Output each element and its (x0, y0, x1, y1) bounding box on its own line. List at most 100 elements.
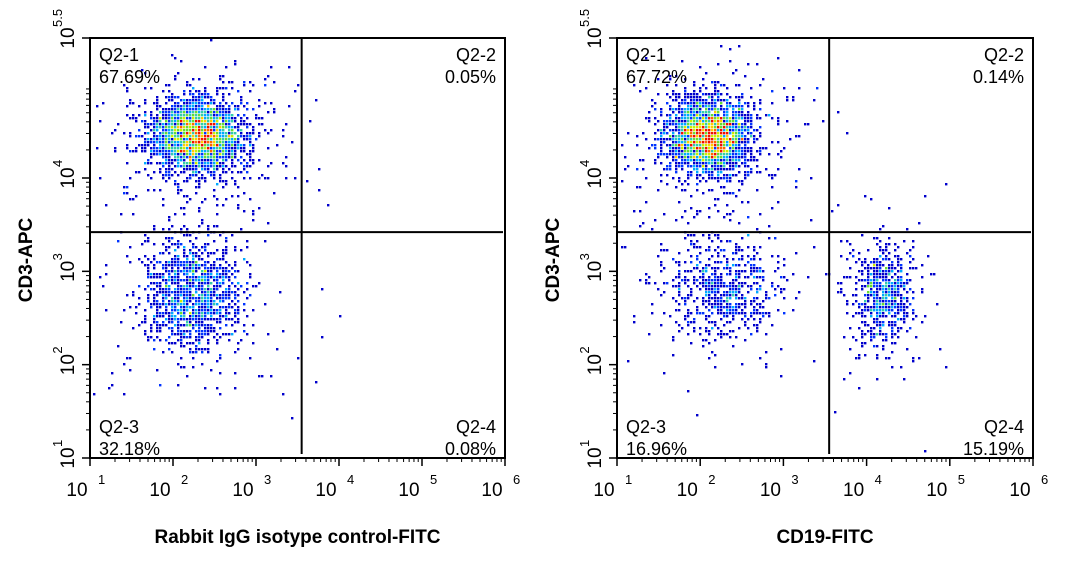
data-point (702, 138, 705, 141)
data-point (231, 138, 234, 141)
data-point (705, 120, 708, 123)
data-point (186, 99, 189, 102)
data-point (189, 105, 192, 108)
data-point (714, 267, 717, 270)
data-point (201, 264, 204, 267)
data-point (237, 318, 240, 321)
data-point (180, 300, 183, 303)
data-point (132, 102, 135, 105)
data-point (159, 315, 162, 318)
data-point (708, 117, 711, 120)
x-tick-label: 10 (481, 480, 502, 501)
data-point (189, 123, 192, 126)
data-point (666, 120, 669, 123)
data-point (222, 279, 225, 282)
data-point (213, 330, 216, 333)
data-point (192, 306, 195, 309)
data-point (210, 156, 213, 159)
data-point (792, 309, 795, 312)
data-point (162, 153, 165, 156)
data-point (198, 171, 201, 174)
data-point (645, 273, 648, 276)
data-point (738, 102, 741, 105)
data-point (711, 96, 714, 99)
data-point (168, 84, 171, 87)
data-point (735, 96, 738, 99)
data-point (201, 111, 204, 114)
y-tick-label: 10 (585, 167, 606, 188)
data-point (210, 171, 213, 174)
data-point (207, 156, 210, 159)
data-point (918, 357, 921, 360)
data-point (183, 147, 186, 150)
data-point (201, 105, 204, 108)
data-point (192, 366, 195, 369)
data-point (786, 120, 789, 123)
data-point (867, 294, 870, 297)
data-point (258, 177, 261, 180)
data-point (705, 180, 708, 183)
data-point (702, 168, 705, 171)
data-point (231, 87, 234, 90)
data-point (708, 234, 711, 237)
data-point (165, 249, 168, 252)
data-point (174, 273, 177, 276)
data-point (753, 129, 756, 132)
data-point (693, 267, 696, 270)
data-point (201, 294, 204, 297)
data-point (228, 147, 231, 150)
data-point (234, 264, 237, 267)
data-point (663, 213, 666, 216)
data-point (660, 150, 663, 153)
data-point (639, 225, 642, 228)
data-point (702, 144, 705, 147)
data-point (219, 165, 222, 168)
data-point (693, 114, 696, 117)
data-point (777, 201, 780, 204)
data-point (690, 96, 693, 99)
data-point (753, 156, 756, 159)
data-point (852, 294, 855, 297)
data-points (93, 39, 342, 420)
data-point (252, 147, 255, 150)
x-tick-exponent: 4 (347, 472, 354, 487)
data-point (219, 135, 222, 138)
data-point (243, 144, 246, 147)
data-point (765, 312, 768, 315)
data-point (693, 120, 696, 123)
data-point (876, 333, 879, 336)
data-point (876, 357, 879, 360)
data-point (894, 288, 897, 291)
data-point (717, 138, 720, 141)
data-point (177, 288, 180, 291)
data-point (744, 129, 747, 132)
data-point (201, 219, 204, 222)
data-point (219, 150, 222, 153)
data-point (894, 243, 897, 246)
data-point (153, 348, 156, 351)
data-point (210, 126, 213, 129)
data-point (216, 339, 219, 342)
data-point (138, 135, 141, 138)
data-point (732, 192, 735, 195)
data-point (936, 303, 939, 306)
data-point (708, 174, 711, 177)
data-point (738, 222, 741, 225)
x-tick-label: 10 (760, 480, 781, 501)
data-point (867, 330, 870, 333)
data-point (738, 249, 741, 252)
data-point (687, 153, 690, 156)
data-point (237, 270, 240, 273)
data-point (153, 147, 156, 150)
data-point (171, 258, 174, 261)
data-point (159, 126, 162, 129)
data-point (705, 159, 708, 162)
data-point (741, 141, 744, 144)
data-point (711, 126, 714, 129)
data-point (177, 303, 180, 306)
data-point (714, 285, 717, 288)
data-point (705, 270, 708, 273)
data-point (159, 330, 162, 333)
data-point (675, 261, 678, 264)
data-point (231, 141, 234, 144)
